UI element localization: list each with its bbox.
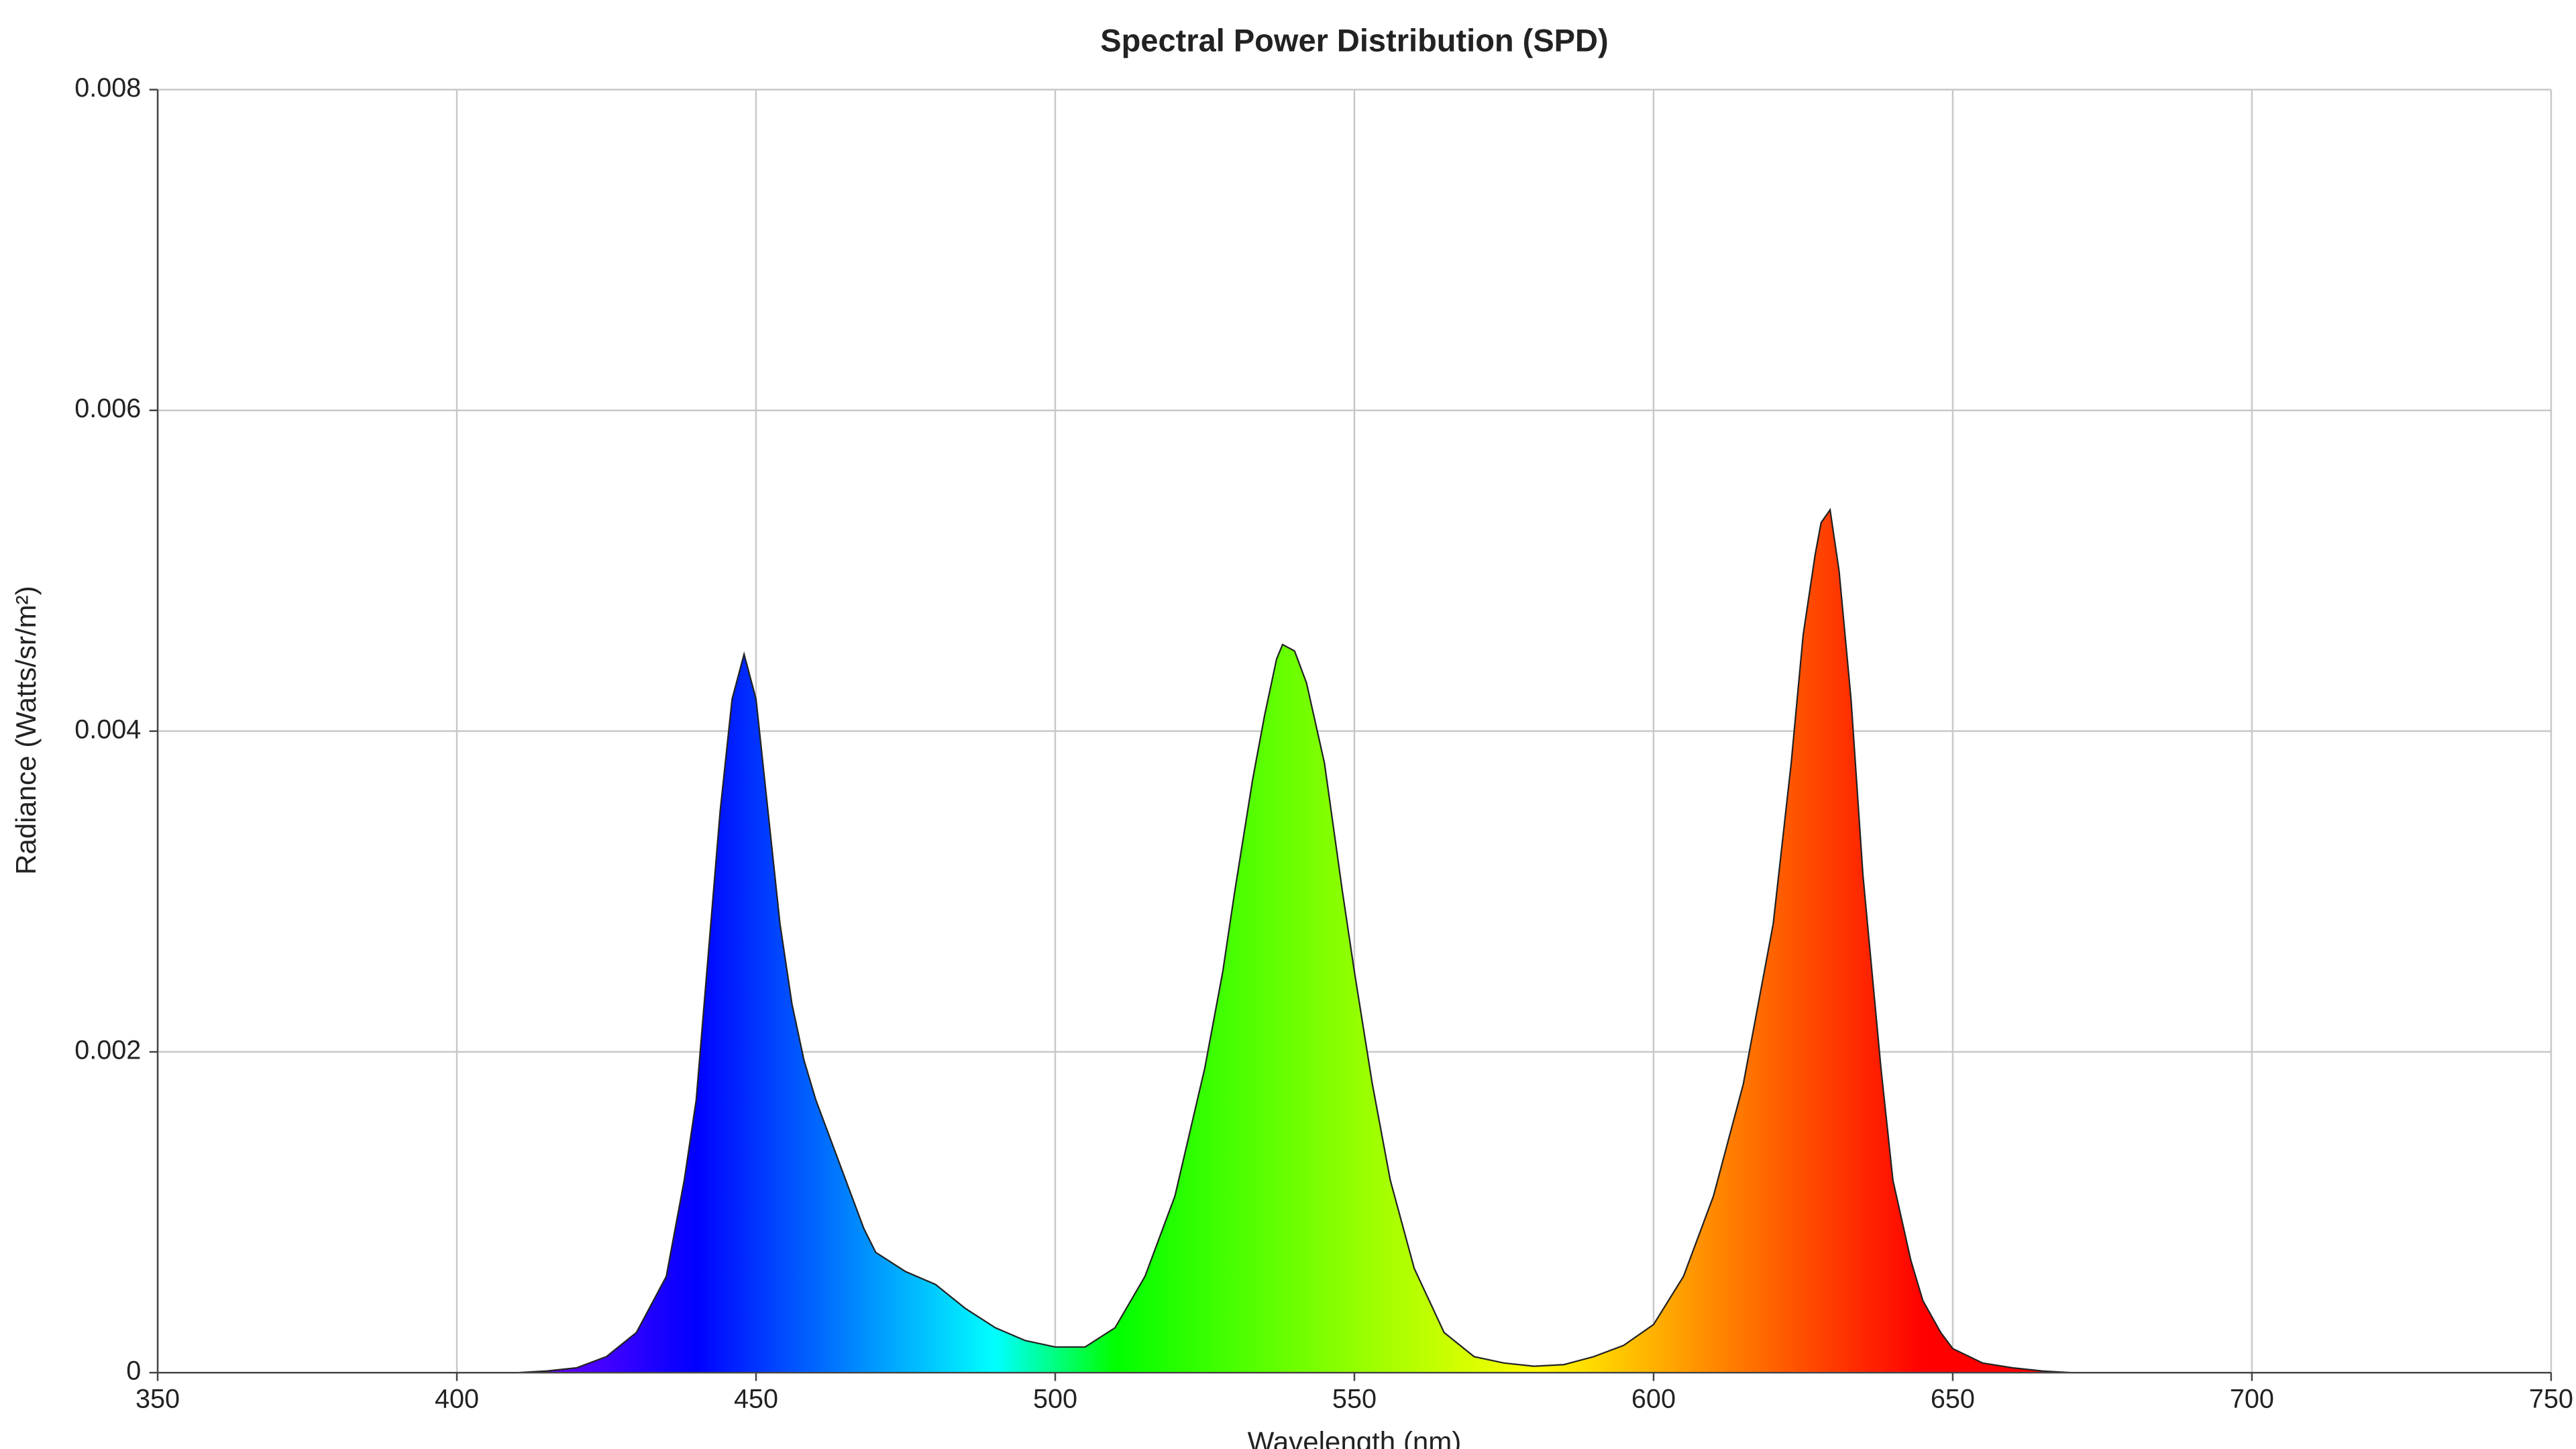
y-tick-label: 0.008	[74, 73, 141, 103]
x-tick-label: 700	[2230, 1385, 2274, 1414]
spectrum-area	[158, 509, 2551, 1373]
x-tick-label: 600	[1631, 1385, 1676, 1414]
x-tick-label: 550	[1332, 1385, 1377, 1414]
x-tick-label: 400	[435, 1385, 479, 1414]
x-tick-label: 350	[136, 1385, 180, 1414]
y-axis-label: Radiance (Watts/sr/m²)	[10, 586, 42, 875]
y-tick-label: 0.006	[74, 394, 141, 423]
x-axis-label: Wavelength (nm)	[1248, 1426, 1462, 1449]
y-tick-label: 0.002	[74, 1035, 141, 1065]
x-tick-label: 750	[2529, 1385, 2573, 1414]
y-tick-label: 0.004	[74, 714, 141, 744]
chart-title: Spectral Power Distribution (SPD)	[1100, 23, 1608, 58]
y-tick-label: 0	[126, 1356, 141, 1386]
x-tick-label: 650	[1931, 1385, 1975, 1414]
x-tick-label: 450	[734, 1385, 778, 1414]
x-tick-label: 500	[1033, 1385, 1077, 1414]
spectrum-line	[158, 508, 2551, 1374]
